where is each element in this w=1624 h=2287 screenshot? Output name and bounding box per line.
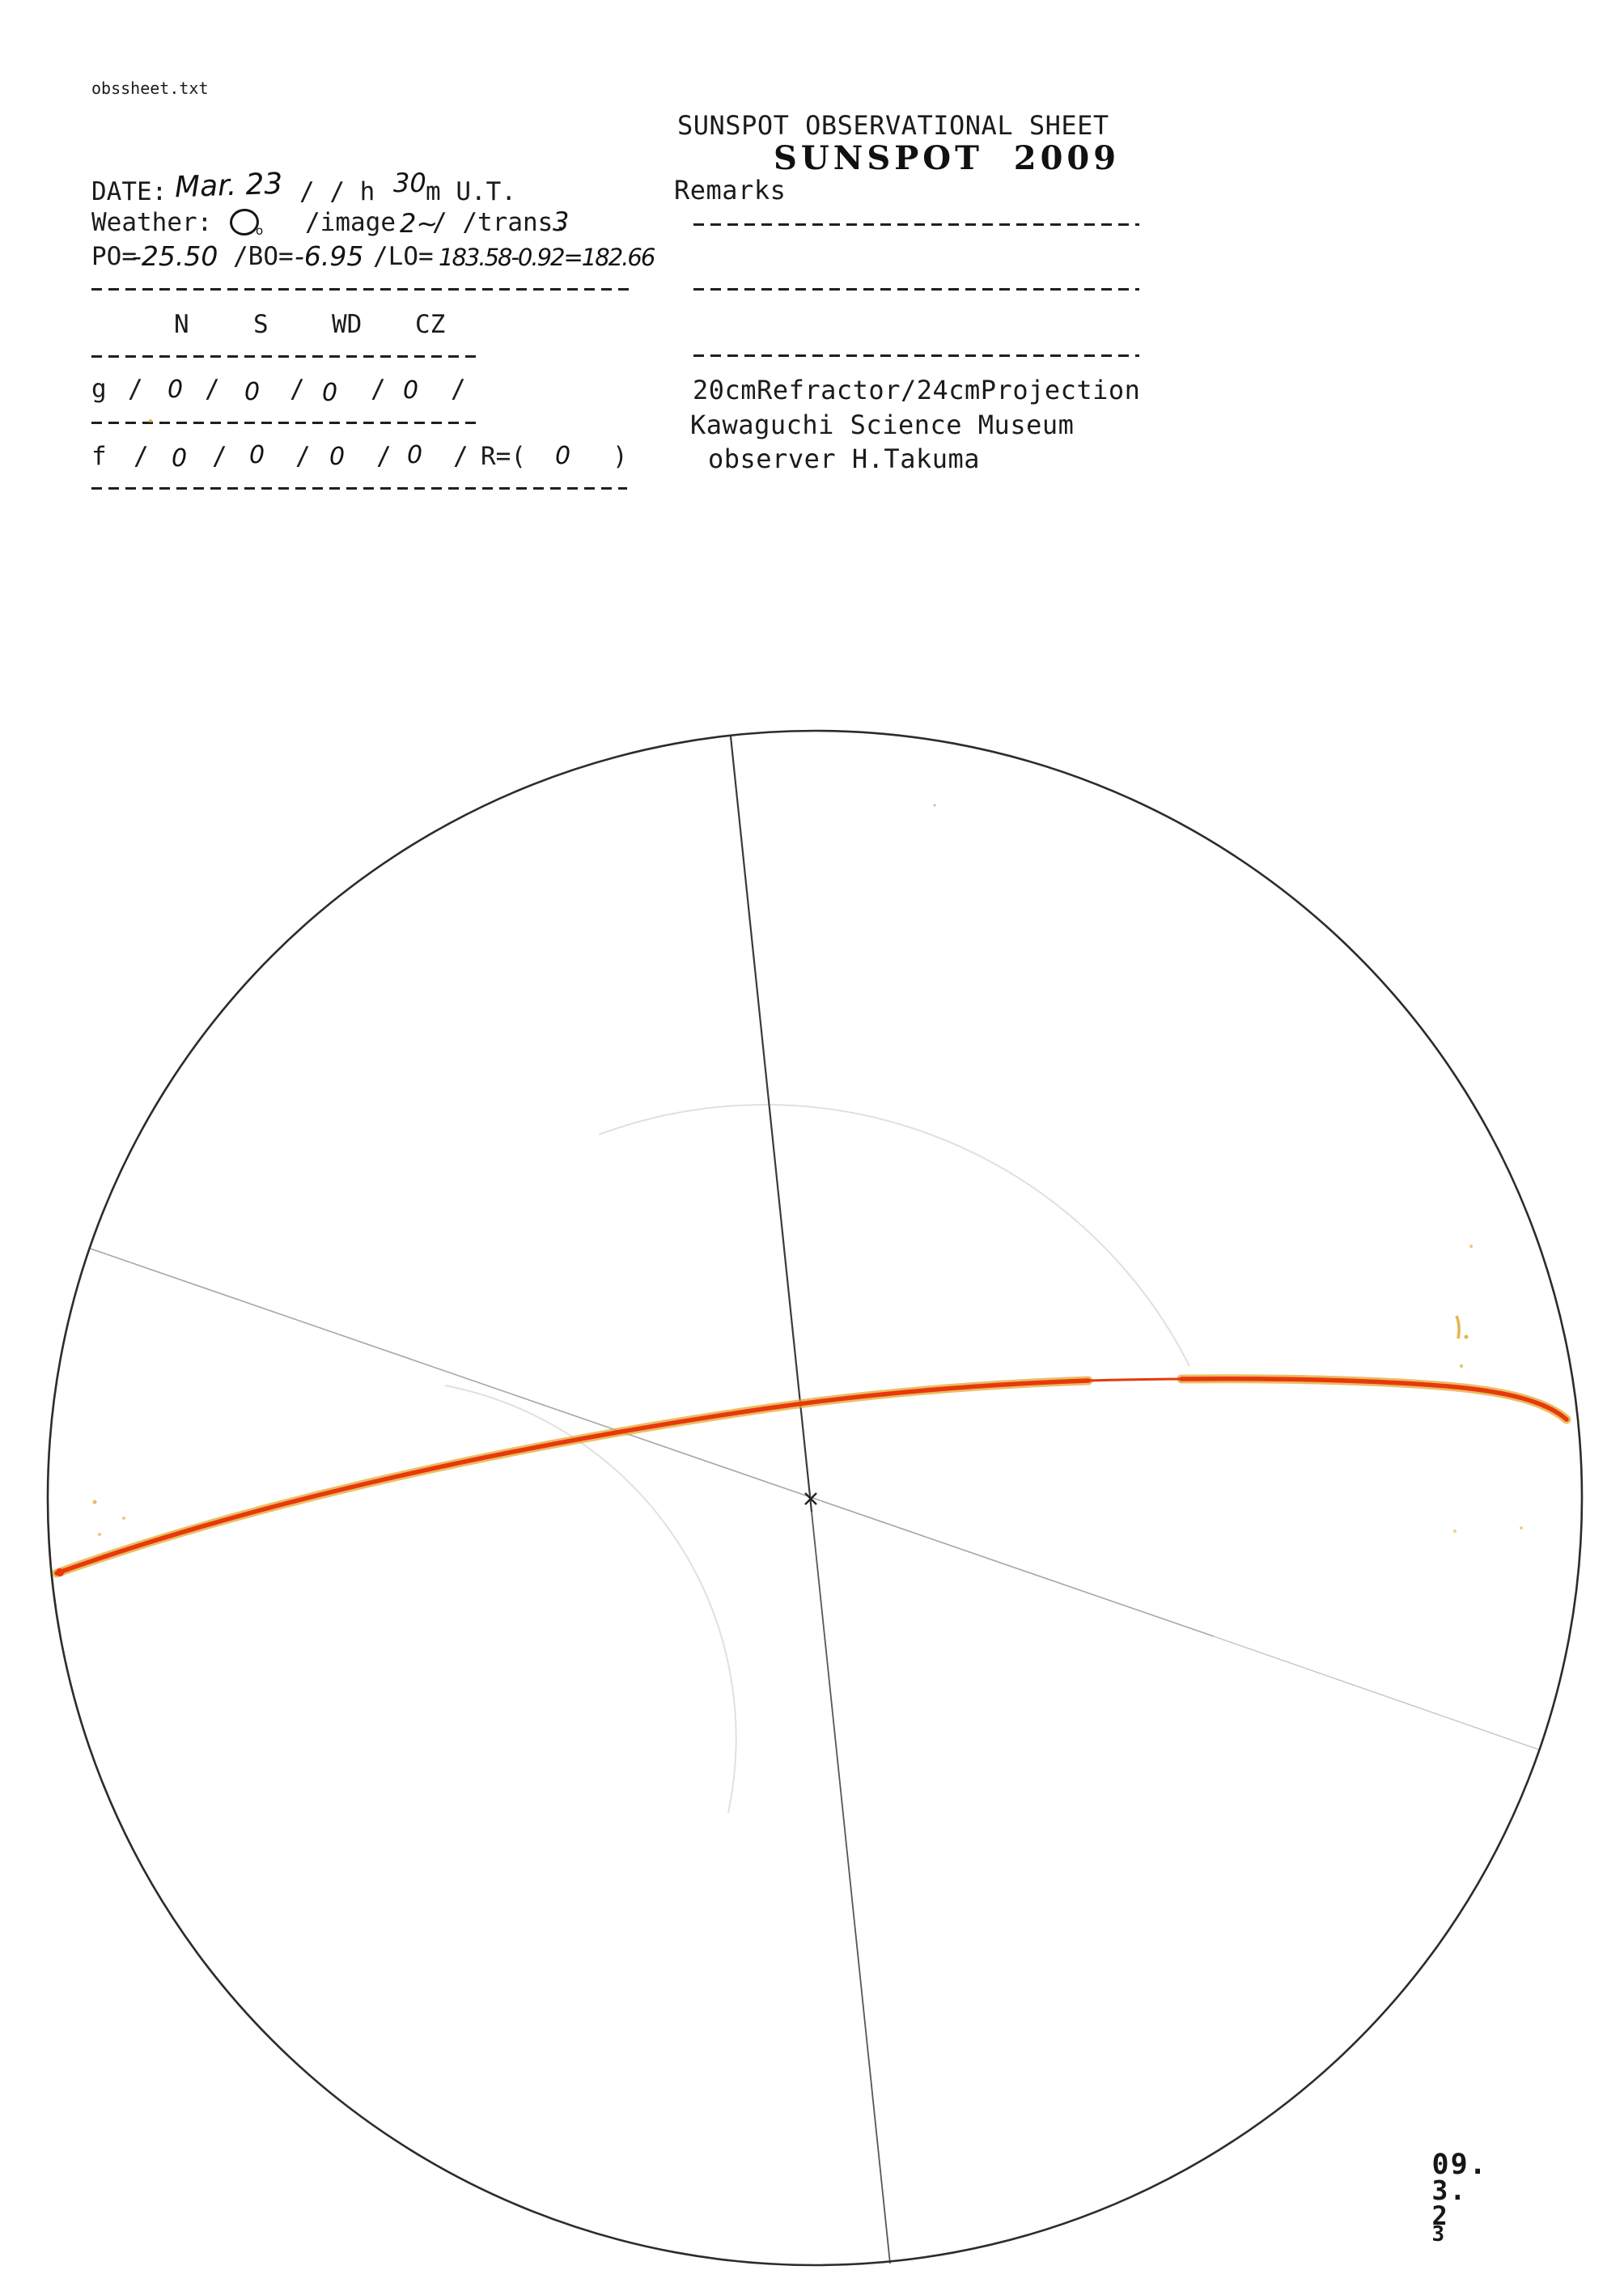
time-pre: / / h: [299, 177, 375, 206]
date-label: DATE:: [91, 177, 167, 206]
r-close: ): [613, 442, 628, 471]
trans-label: / /trans.: [432, 208, 568, 237]
remarks-line-3: [693, 354, 1139, 357]
po-value: -25.50: [132, 240, 218, 272]
trans-value: 3: [553, 206, 570, 237]
f-slash-1: /: [134, 442, 149, 471]
r-open: R=(: [481, 442, 526, 471]
remarks-label: Remarks: [674, 175, 787, 206]
marker-speck: [122, 1517, 125, 1520]
ew-chord-line-faded: [1213, 1636, 1540, 1750]
g-slash-4: /: [371, 375, 386, 404]
time-post: m U.T.: [426, 177, 516, 206]
file-name-label: obssheet.txt: [91, 78, 209, 98]
equator-trace-core-left: [54, 1378, 1091, 1576]
g-value-n: 0: [167, 376, 184, 404]
divider-line-2: [91, 355, 482, 358]
equator-trace-core-right: [1179, 1377, 1569, 1422]
date-stamp: 09. 3. 2 3: [1401, 2133, 1488, 2283]
g-value-s: 0: [244, 378, 261, 406]
weather-label: Weather:: [91, 208, 213, 237]
year-stamp: SUNSPOT 2009: [774, 139, 1121, 177]
f-value-wd: 0: [329, 443, 346, 471]
marker-speck: [1469, 1245, 1473, 1248]
f-value-s: 0: [249, 441, 265, 469]
weather-seeing-sub: o: [256, 223, 264, 238]
marker-speck: [92, 1500, 97, 1504]
marker-speck: [1453, 1530, 1457, 1533]
f-slash-4: /: [376, 442, 392, 471]
marker-speck: [1464, 1334, 1469, 1339]
g-slash-1: /: [128, 375, 143, 404]
equator-trace-fringe-right: [1177, 1374, 1571, 1424]
divider-line-3: [91, 422, 482, 424]
equator-trace-thin-segment: [1087, 1377, 1183, 1382]
solar-limb-circle: [46, 729, 1584, 2267]
bo-value: -6.95: [295, 240, 364, 272]
g-slash-2: /: [205, 375, 220, 404]
ew-chord-line: [90, 1248, 1215, 1637]
bo-label: /BO=: [233, 242, 294, 271]
f-row-label: f: [91, 442, 107, 471]
f-slash-5: /: [453, 442, 469, 471]
observer-label: observer H.Takuma: [708, 443, 981, 474]
col-header-s: S: [253, 310, 269, 339]
time-minutes-value: 30: [393, 168, 426, 198]
lo-label: /LO=: [373, 242, 434, 271]
observatory-label: Kawaguchi Science Museum: [690, 409, 1075, 440]
ghost-arc-upper: [598, 1104, 1190, 1367]
image-value: 2~: [400, 208, 439, 239]
g-slash-3: /: [290, 375, 305, 404]
lo-value: 183.58-0.92=182.66: [439, 244, 655, 271]
equator-trace-fringe-left: [52, 1376, 1093, 1578]
f-slash-3: /: [295, 442, 311, 471]
date-stamp-day-1: 2: [1431, 2200, 1449, 2231]
f-value-n: 0: [172, 444, 188, 473]
f-slash-2: /: [212, 442, 227, 471]
g-row-label: g: [91, 375, 107, 404]
f-value-cz: 0: [407, 441, 423, 469]
date-stamp-month: 3.: [1431, 2175, 1468, 2206]
date-stamp-day-2: 3: [1431, 2222, 1447, 2247]
col-header-cz: CZ: [415, 310, 446, 339]
g-slash-5: /: [451, 375, 466, 404]
date-stamp-year: 09.: [1431, 2149, 1488, 2181]
divider-line-1: [91, 288, 630, 291]
col-header-wd: WD: [332, 310, 363, 339]
meridian-line-lower: [811, 1511, 891, 2264]
marker-speck: [1455, 1315, 1461, 1339]
sheet-title: SUNSPOT OBSERVATIONAL SHEET: [677, 110, 1109, 141]
divider-line-4: [91, 487, 627, 490]
remarks-line-2: [693, 288, 1139, 291]
ghost-arc-lower-left: [444, 1385, 737, 1814]
instrument-label: 20cmRefractor/24cmProjection: [693, 375, 1141, 405]
equator-start-blob: [56, 1568, 64, 1576]
col-header-n: N: [174, 310, 189, 339]
marker-speck: [149, 419, 152, 422]
remarks-line-1: [693, 223, 1139, 226]
marker-speck: [1520, 1526, 1523, 1530]
scan-noise-dot: [933, 804, 936, 807]
r-value: 0: [555, 442, 571, 470]
g-value-wd: 0: [322, 379, 338, 407]
marker-speck: [98, 1533, 101, 1536]
marker-speck: [1460, 1364, 1463, 1368]
center-mark: [804, 1492, 817, 1505]
g-value-cz: 0: [403, 376, 419, 405]
meridian-line-upper: [729, 736, 813, 1513]
po-label: PO=: [91, 242, 137, 271]
image-label: /image: [305, 208, 396, 237]
